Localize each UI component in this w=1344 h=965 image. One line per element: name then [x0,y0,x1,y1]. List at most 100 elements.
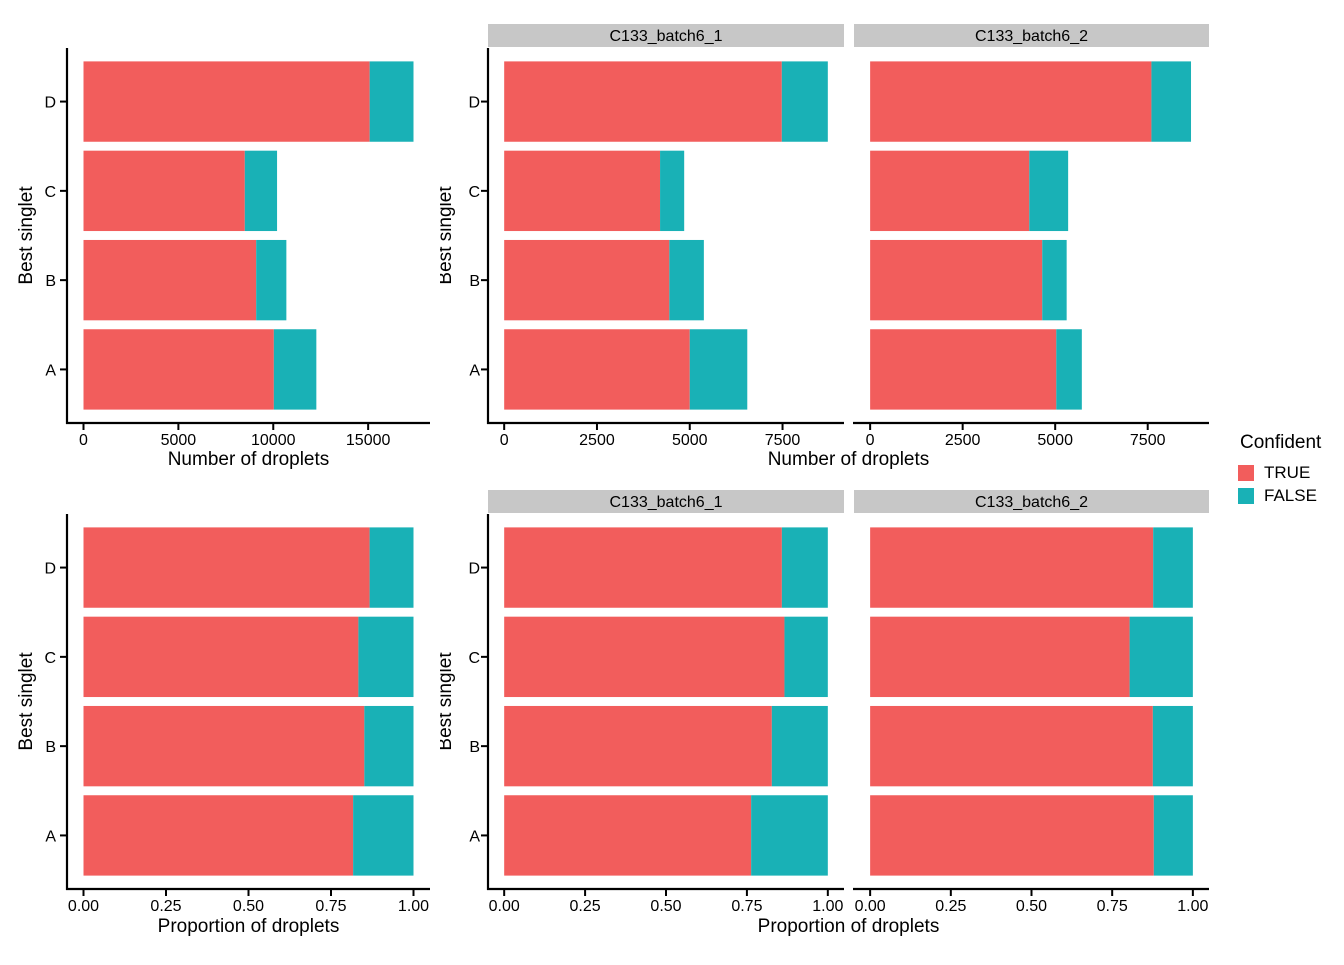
legend: Confident TRUE FALSE [1238,432,1342,510]
bar-segment-B-true [504,705,772,787]
legend-item: FALSE [1238,487,1342,504]
facet-strip-label: C133_batch6_2 [975,28,1088,45]
y-tick-label: C [468,650,480,667]
bar-segment-A-true [870,795,1154,876]
x-tick-label: 0.50 [650,898,681,915]
bar-segment-C-true [504,616,785,698]
y-tick-label: C [44,650,56,667]
x-tick-label: 0.50 [1016,898,1047,915]
x-tick-label: 10000 [251,432,296,449]
y-tick-label: D [44,95,56,112]
chart-svg-droplet-counts-by-sample: C133_batch6_1 D C B A 0 2500 5000 7500 C133_batch… [435,24,1209,470]
bar-segment-D-true [870,61,1152,142]
bar-segment-C-true [83,150,245,232]
chart-svg-droplet-counts-combined: D C B A 0 5000 10000 15000 Number of droplets Bes… [16,48,430,470]
x-tick-label: 0 [866,432,875,449]
x-tick-label: 0.75 [1097,898,1128,915]
y-axis-title: Best singlet [16,186,37,285]
y-tick-label: B [469,739,480,756]
x-tick-label: 0 [79,432,88,449]
facet-strip [488,490,844,513]
facet-strip [854,490,1209,513]
bar-segment-A-true [83,795,354,876]
bar-segment-D-false [1151,61,1192,142]
bar-segment-D-true [504,527,782,608]
chart-svg-droplet-proportions-by-sample: C133_batch6_1 D C B A 0.00 0.25 0.50 0.75 1.00 C13… [435,490,1209,937]
bar-segment-C-true [870,150,1030,232]
facet-strip [854,24,1209,47]
x-tick-label: 5000 [1037,432,1073,449]
chart-droplet-proportions-by-sample: C133_batch6_1 D C B A 0.00 0.25 0.50 0.75 1.00 C13… [435,480,1230,965]
chart-droplet-proportions-combined: D C B A 0.00 0.25 0.50 0.75 1.00 Proportion of dr… [0,480,448,965]
x-tick-label: 2500 [945,432,981,449]
bar-segment-B-false [771,705,828,787]
bar-segment-B-false [669,239,704,321]
y-tick-label: D [468,95,480,112]
bar-segment-D-false [1153,527,1193,608]
x-tick-label: 0.25 [935,898,966,915]
bar-segment-C-false [1129,616,1193,698]
bar-segment-A-true [870,329,1057,410]
x-tick-label: 0.75 [731,898,762,915]
x-tick-label: 0.75 [315,898,346,915]
bar-segment-B-true [83,705,365,787]
bar-segment-A-true [504,329,690,410]
bar-segment-C-false [244,150,278,232]
x-tick-label: 7500 [1130,432,1166,449]
x-tick-label: 0.00 [489,898,520,915]
bar-segment-B-false [1042,239,1067,321]
y-axis-title: Best singlet [16,652,37,751]
bar-segment-B-true [504,239,670,321]
bar-segment-D-false [369,61,414,142]
chart-svg-droplet-proportions-combined: D C B A 0.00 0.25 0.50 0.75 1.00 Proportion of dr… [16,514,430,937]
bar-segment-B-true [870,705,1153,787]
x-axis-title: Proportion of droplets [758,916,940,937]
x-axis-title: Proportion of droplets [158,916,340,937]
bar-segment-A-false [1153,795,1193,876]
legend-swatch-true [1238,464,1254,481]
bar-segment-B-false [364,705,414,787]
x-tick-label: 0.00 [68,898,99,915]
bar-segment-C-false [660,150,685,232]
x-tick-label: 5000 [672,432,708,449]
x-tick-label: 1.00 [1177,898,1208,915]
legend-label-true: TRUE [1264,463,1311,482]
y-tick-label: A [469,828,480,845]
bar-segment-D-true [870,527,1154,608]
y-tick-label: A [45,362,56,379]
x-tick-label: 2500 [579,432,615,449]
chart-droplet-counts-by-sample: C133_batch6_1 D C B A 0 2500 5000 7500 C133_batch… [435,0,1230,485]
legend-label-false: FALSE [1264,486,1317,505]
x-tick-label: 5000 [161,432,197,449]
x-axis-title: Number of droplets [168,449,330,470]
bar-segment-C-false [358,616,414,698]
x-axis-title: Number of droplets [768,449,930,470]
bar-segment-A-true [504,795,752,876]
x-tick-label: 0 [500,432,509,449]
y-tick-label: B [45,273,56,290]
bar-segment-C-false [784,616,828,698]
bar-segment-D-true [83,527,370,608]
x-tick-label: 15000 [346,432,391,449]
x-tick-label: 1.00 [398,898,429,915]
x-tick-label: 1.00 [812,898,843,915]
legend-title: Confident [1240,432,1322,453]
y-tick-label: A [469,362,480,379]
y-tick-label: B [45,739,56,756]
bar-segment-D-false [369,527,414,608]
y-axis-title: Best singlet [440,186,456,285]
facet-strip [488,24,844,47]
x-tick-label: 7500 [765,432,801,449]
facet-strip-label: C133_batch6_2 [975,494,1088,511]
bar-segment-B-true [870,239,1043,321]
legend-swatch-false [1238,487,1254,504]
bar-segment-A-false [1056,329,1082,410]
bar-segment-C-false [1029,150,1069,232]
bar-segment-B-false [256,239,287,321]
x-tick-label: 0.00 [855,898,886,915]
y-tick-label: D [44,561,56,578]
y-tick-label: D [468,561,480,578]
y-axis-title: Best singlet [440,652,456,751]
bar-segment-A-false [689,329,748,410]
